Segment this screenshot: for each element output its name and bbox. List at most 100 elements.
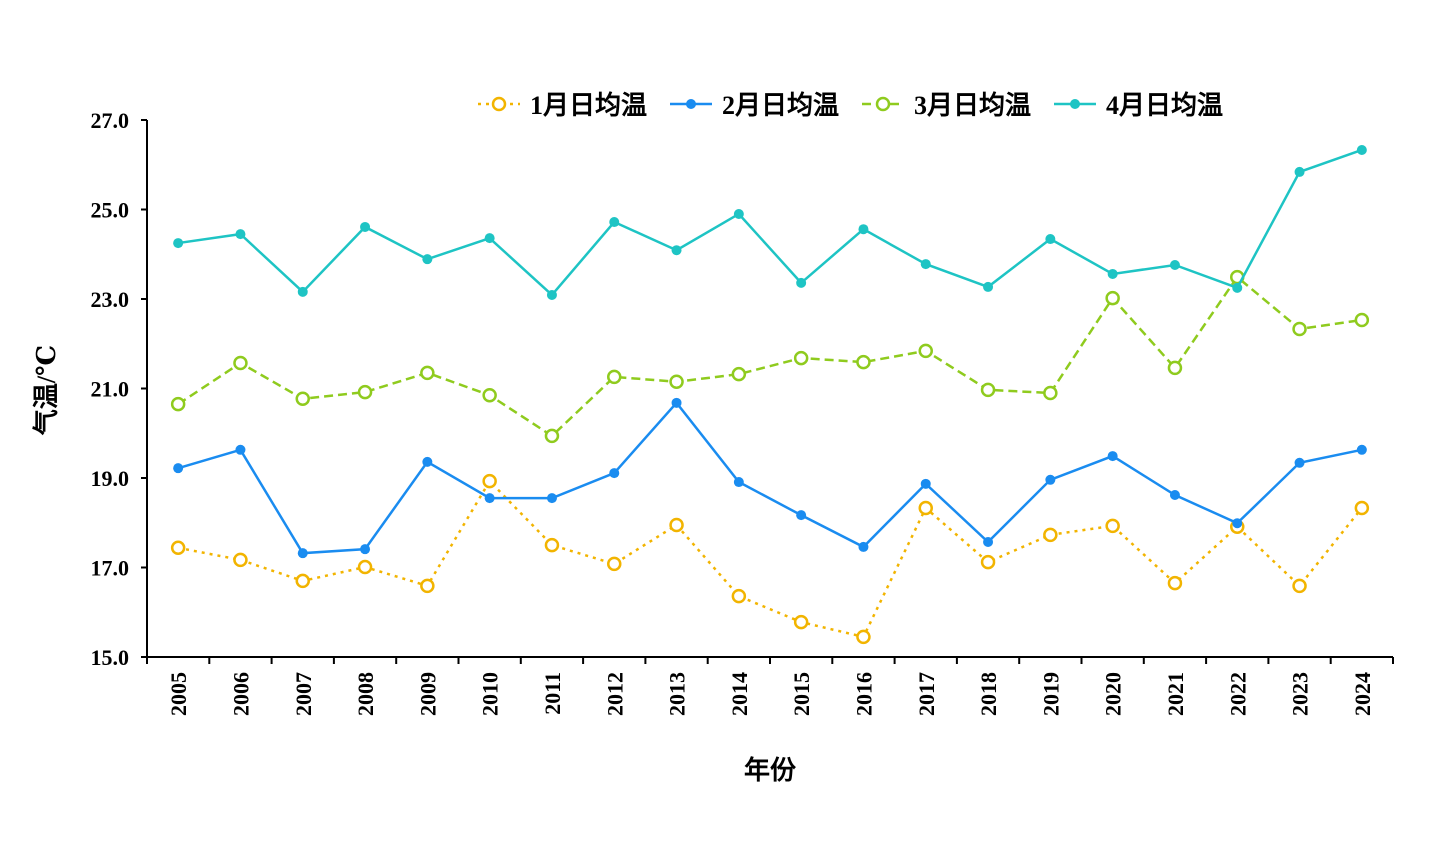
data-point: [1232, 282, 1243, 293]
x-tick-label: 2018: [976, 672, 1001, 716]
legend-marker: [1070, 99, 1080, 109]
data-point: [733, 208, 744, 219]
data-point: [1356, 144, 1367, 155]
data-point: [920, 478, 931, 489]
data-point: [1356, 444, 1367, 455]
data-point: [609, 217, 620, 228]
data-point: [607, 556, 622, 572]
data-point: [796, 277, 807, 288]
series-line: [177, 400, 1363, 555]
data-point: [1107, 268, 1118, 279]
data-point: [1105, 518, 1120, 534]
data-point: [1107, 451, 1118, 462]
x-tick-label: 2023: [1288, 672, 1313, 716]
axes: 15.0 17.0 19.0 21.0 23.0 25.0 27.0 2005 2006 2007…: [91, 108, 1394, 716]
x-tick-label: 2015: [789, 672, 814, 716]
data-point: [793, 614, 809, 630]
data-point: [796, 510, 807, 521]
y-tick-label: 25.0: [91, 198, 130, 223]
data-point: [858, 541, 869, 552]
data-point: [856, 354, 871, 370]
series-4: [173, 144, 1367, 300]
data-point: [235, 229, 246, 240]
y-tick-label: 27.0: [91, 108, 130, 133]
data-point: [233, 552, 248, 568]
data-point: [920, 259, 931, 270]
data-point: [980, 382, 996, 398]
data-point: [544, 428, 560, 444]
x-axis-title: 年份: [744, 755, 796, 785]
x-tick-label: 2019: [1038, 672, 1063, 716]
x-tick-label: 2017: [914, 672, 939, 716]
legend-marker: [875, 96, 891, 112]
x-tick-label: 2009: [415, 672, 440, 716]
data-point: [607, 369, 622, 385]
data-point: [669, 374, 684, 390]
data-point: [1232, 518, 1243, 529]
data-point: [544, 537, 560, 553]
data-point: [170, 396, 186, 412]
x-tick-label: 2011: [540, 672, 565, 715]
data-point: [1169, 490, 1180, 501]
data-point: [1294, 457, 1305, 468]
data-point: [484, 233, 495, 244]
x-tick-label: 2024: [1350, 672, 1375, 716]
x-tick-label: 2021: [1163, 672, 1188, 716]
data-point: [1294, 166, 1305, 177]
x-tick-label: 2013: [665, 672, 690, 716]
data-point: [360, 221, 371, 232]
x-tick-label: 2016: [851, 672, 876, 716]
x-tick-label: 2014: [727, 672, 752, 716]
data-point: [980, 554, 996, 570]
data-point: [731, 588, 747, 604]
x-tick-label: 2005: [166, 672, 191, 716]
x-tick-label: 2012: [602, 672, 627, 716]
data-point: [1043, 385, 1058, 401]
data-point: [1292, 321, 1307, 337]
legend-marker: [686, 99, 696, 109]
data-point: [731, 366, 747, 382]
data-point: [420, 578, 435, 594]
data-point: [482, 473, 497, 489]
data-point: [1169, 259, 1180, 270]
data-point: [1043, 527, 1058, 543]
data-point: [420, 365, 435, 381]
series-line: [177, 148, 1363, 297]
data-point: [235, 444, 246, 455]
data-point: [173, 238, 184, 249]
x-tick-label: 2008: [353, 672, 378, 716]
legend-item: 1月日均温: [478, 91, 647, 120]
y-axis-title: 气温/℃: [31, 345, 61, 436]
legend-label: 1月日均温: [530, 91, 647, 120]
legend-marker: [491, 96, 507, 112]
legend: 1月日均温 2月日均温 3月日均温 4月日均温: [478, 91, 1223, 120]
x-tick-label: 2007: [291, 672, 316, 716]
legend-item: 2月日均温: [670, 91, 839, 120]
data-point: [918, 343, 933, 359]
data-point: [482, 387, 497, 403]
data-point: [1354, 312, 1370, 328]
data-point: [297, 548, 308, 559]
data-point: [295, 573, 310, 589]
y-tick-label: 19.0: [91, 466, 130, 491]
data-point: [357, 559, 373, 575]
data-point: [295, 391, 310, 407]
data-point: [357, 384, 373, 400]
data-point: [671, 245, 682, 256]
x-tick-label: 2020: [1101, 672, 1126, 716]
legend-item: 4月日均温: [1054, 91, 1223, 120]
data-point: [546, 289, 557, 300]
series-2: [173, 397, 1367, 559]
data-point: [1292, 578, 1307, 594]
data-point: [546, 493, 557, 504]
data-point: [671, 397, 682, 408]
legend-label: 4月日均温: [1106, 91, 1223, 120]
data-point: [793, 350, 809, 366]
data-point: [422, 254, 433, 265]
data-point: [173, 463, 184, 474]
legend-item: 3月日均温: [862, 91, 1031, 120]
data-point: [360, 544, 371, 555]
data-point: [484, 493, 495, 504]
x-tick-label: 2010: [478, 672, 503, 716]
y-tick-label: 21.0: [91, 377, 130, 402]
